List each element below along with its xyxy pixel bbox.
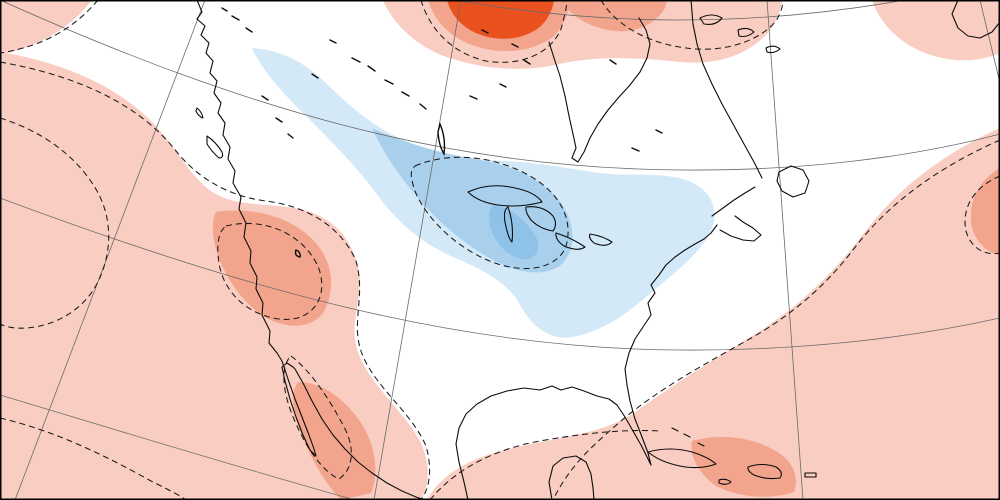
graticule-meridian-2 <box>373 0 462 500</box>
vancouver-haida-islands <box>195 107 224 159</box>
contour-great-lakes-loop <box>410 156 569 269</box>
gulf-atlantic-coastline <box>455 224 718 500</box>
great-lakes-outline <box>467 185 613 250</box>
cold-regions <box>252 48 715 338</box>
arctic-islands-coastline <box>699 14 781 54</box>
warm-strong-regions <box>447 0 554 39</box>
coastlines <box>195 0 1000 500</box>
contour-southwest-loop <box>217 222 323 320</box>
contour-baja-loop <box>283 355 352 480</box>
greenland-corner-coastline <box>951 0 1000 39</box>
hudson-bay-coastline <box>548 17 651 163</box>
contour-atlantic-boundary <box>552 139 1000 500</box>
small-lakes-specks <box>221 7 663 258</box>
graticule-parallel-3 <box>0 197 1000 351</box>
graticule-parallel-1 <box>454 0 906 21</box>
contour-right-edge-loop <box>964 175 1000 255</box>
maritimes-coastline <box>711 186 762 242</box>
warm-region-atlantic-southeast <box>427 128 1000 500</box>
newfoundland-coastline <box>776 165 810 198</box>
contour-gulf-band <box>429 429 661 500</box>
contour-bottom-left <box>0 417 187 500</box>
graticule-meridian-1 <box>14 0 206 500</box>
warm-core-southwest-us <box>212 210 332 326</box>
graticule-meridian-3 <box>766 0 804 500</box>
warm-region-ne-corner <box>872 0 1000 61</box>
warm-region-nw-corner <box>0 0 92 55</box>
graticule-parallel-4 <box>0 394 356 500</box>
warm-core-hudson-blob <box>447 0 554 39</box>
yucatan-coastline <box>548 455 595 500</box>
contour-west-boundary <box>0 61 431 500</box>
warm-core-mexico <box>293 382 376 500</box>
labrador-coastline <box>690 0 763 179</box>
contour-hudson-blob-loop <box>420 0 568 63</box>
contour-pacific-inner <box>0 117 110 329</box>
pacific-baja-mexico-coastline <box>196 0 426 500</box>
contour-top-right-segment <box>600 0 784 50</box>
graticule-meridian-4 <box>979 0 1000 84</box>
warm-patch-caribbean <box>691 437 796 497</box>
caribbean-islands-coastline <box>647 427 817 485</box>
cold-core-lake-michigan <box>489 204 539 260</box>
graticule-parallel-2 <box>0 0 1000 171</box>
contour-nw-corner <box>0 0 99 54</box>
